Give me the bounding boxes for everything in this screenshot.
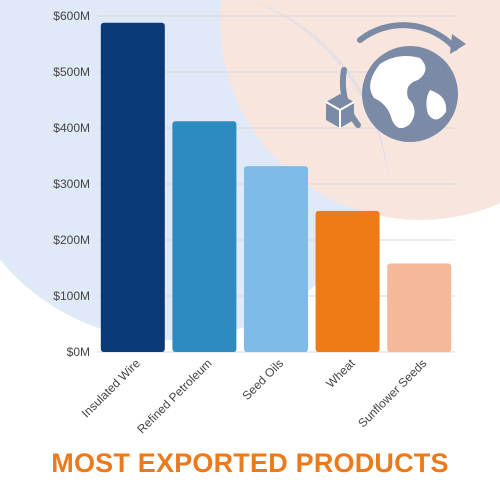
bar — [172, 121, 237, 352]
x-tick-label: Seed Oils — [239, 356, 286, 403]
x-tick-label: Sunflower Seeds — [355, 356, 429, 430]
globe-refresh-icon — [325, 22, 466, 142]
x-tick-label: Wheat — [323, 356, 358, 391]
y-tick-label: $600M — [53, 9, 90, 23]
chart-title: MOST EXPORTED PRODUCTS — [51, 448, 449, 478]
y-axis: $0M $100M $200M $300M $400M $500M $600M — [53, 9, 90, 359]
x-tick-label: Refined Petroleum — [134, 356, 214, 436]
bar — [244, 166, 308, 352]
bar — [100, 22, 165, 352]
bars — [100, 22, 452, 352]
y-tick-label: $200M — [53, 233, 90, 247]
y-tick-label: $400M — [53, 121, 90, 135]
y-tick-label: $100M — [53, 289, 90, 303]
x-tick-label: Insulated Wire — [79, 356, 143, 420]
bar — [387, 263, 452, 352]
bar — [315, 210, 380, 352]
y-tick-label: $300M — [53, 177, 90, 191]
y-tick-label: $500M — [53, 65, 90, 79]
y-tick-label: $0M — [67, 345, 90, 359]
